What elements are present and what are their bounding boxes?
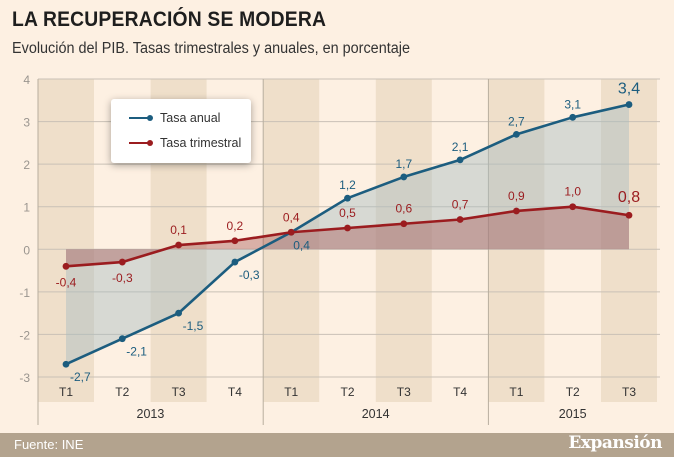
point-trimestral (569, 203, 577, 211)
year-label: 2015 (559, 407, 587, 421)
point-anual (344, 194, 351, 202)
point-anual (400, 173, 408, 181)
column-stripe (601, 79, 657, 402)
data-label-trimestral: -0,3 (112, 271, 133, 285)
data-label-trimestral: 0,7 (452, 197, 469, 211)
x-tick-label: T2 (115, 385, 129, 399)
legend-swatch-anual (129, 115, 153, 121)
point-trimestral (62, 262, 70, 270)
point-anual (569, 113, 577, 121)
column-stripe (38, 79, 94, 402)
y-tick-label: 0 (23, 243, 30, 257)
y-tick-label: 4 (23, 73, 30, 87)
data-label-anual: -2,1 (126, 345, 147, 359)
data-label-anual: -0,3 (239, 268, 260, 282)
x-tick-label: T4 (453, 385, 467, 399)
x-tick-label: T1 (59, 385, 73, 399)
point-anual (118, 335, 126, 343)
point-anual (175, 309, 183, 317)
point-trimestral (231, 237, 239, 245)
expansion-logo: Expansión (568, 433, 662, 453)
legend-label-anual: Tasa anual (160, 111, 221, 125)
legend: Tasa anual Tasa trimestral (111, 99, 251, 163)
data-label-anual: -2,7 (70, 370, 91, 384)
footer: Fuente: INE Expansión (0, 433, 674, 457)
data-label-anual: 0,4 (293, 238, 310, 252)
data-label-anual: 2,1 (452, 140, 469, 154)
x-tick-label: T1 (284, 385, 298, 399)
data-label-trimestral: 0,2 (227, 219, 244, 233)
legend-swatch-trimestral (129, 140, 153, 146)
column-stripe (375, 79, 432, 402)
chart-title: LA RECUPERACIÓN SE MODERA (12, 8, 327, 31)
data-label-trimestral: 0,1 (170, 223, 187, 237)
point-anual (231, 258, 239, 266)
data-label-anual: 3,1 (564, 97, 581, 111)
x-tick-label: T3 (622, 385, 636, 399)
y-tick-label: 2 (23, 158, 30, 172)
data-label-anual: 1,7 (395, 157, 412, 171)
legend-item-trimestral: Tasa trimestral (129, 136, 241, 150)
x-tick-label: T2 (340, 385, 354, 399)
point-trimestral (400, 220, 408, 228)
point-anual (513, 130, 520, 138)
year-label: 2014 (362, 407, 390, 421)
area-anual (66, 104, 629, 365)
data-label-trimestral: 0,6 (395, 202, 412, 216)
chart-subtitle: Evolución del PIB. Tasas trimestrales y … (12, 40, 410, 57)
y-tick-label: 1 (23, 201, 30, 215)
point-trimestral (118, 258, 126, 266)
data-label-anual: 2,7 (508, 114, 525, 128)
column-stripe (263, 79, 320, 402)
data-label-anual: -1,5 (183, 319, 204, 333)
data-label-trimestral: -0,4 (56, 275, 77, 289)
point-trimestral (287, 228, 295, 236)
point-trimestral (175, 241, 183, 249)
data-label-trimestral: 0,4 (283, 210, 300, 224)
data-label-trimestral: 0,5 (339, 206, 356, 220)
y-tick-label: -2 (19, 328, 30, 342)
data-label-trimestral: 0,8 (618, 189, 640, 206)
y-tick-label: -1 (19, 286, 30, 300)
point-trimestral (456, 216, 464, 223)
x-tick-label: T4 (228, 385, 242, 399)
x-tick-label: T1 (509, 385, 523, 399)
area-trimestral (66, 206, 629, 267)
point-anual (456, 156, 464, 164)
point-anual (625, 101, 633, 108)
data-label-trimestral: 1,0 (564, 185, 581, 199)
data-label-trimestral: 0,9 (508, 189, 525, 203)
year-label: 2013 (137, 407, 165, 421)
y-tick-label: -3 (19, 371, 30, 385)
data-label-anual: 3,4 (618, 81, 640, 98)
data-label-anual: 1,2 (339, 178, 356, 192)
y-tick-label: 3 (23, 116, 30, 130)
legend-item-anual: Tasa anual (129, 111, 220, 125)
source-note: Fuente: INE (14, 437, 84, 452)
x-tick-label: T3 (172, 385, 186, 399)
point-trimestral (344, 224, 351, 232)
point-trimestral (513, 207, 520, 215)
point-anual (62, 360, 70, 368)
point-trimestral (625, 211, 633, 219)
legend-label-trimestral: Tasa trimestral (160, 136, 242, 150)
x-tick-label: T3 (397, 385, 411, 399)
x-tick-label: T2 (566, 385, 580, 399)
